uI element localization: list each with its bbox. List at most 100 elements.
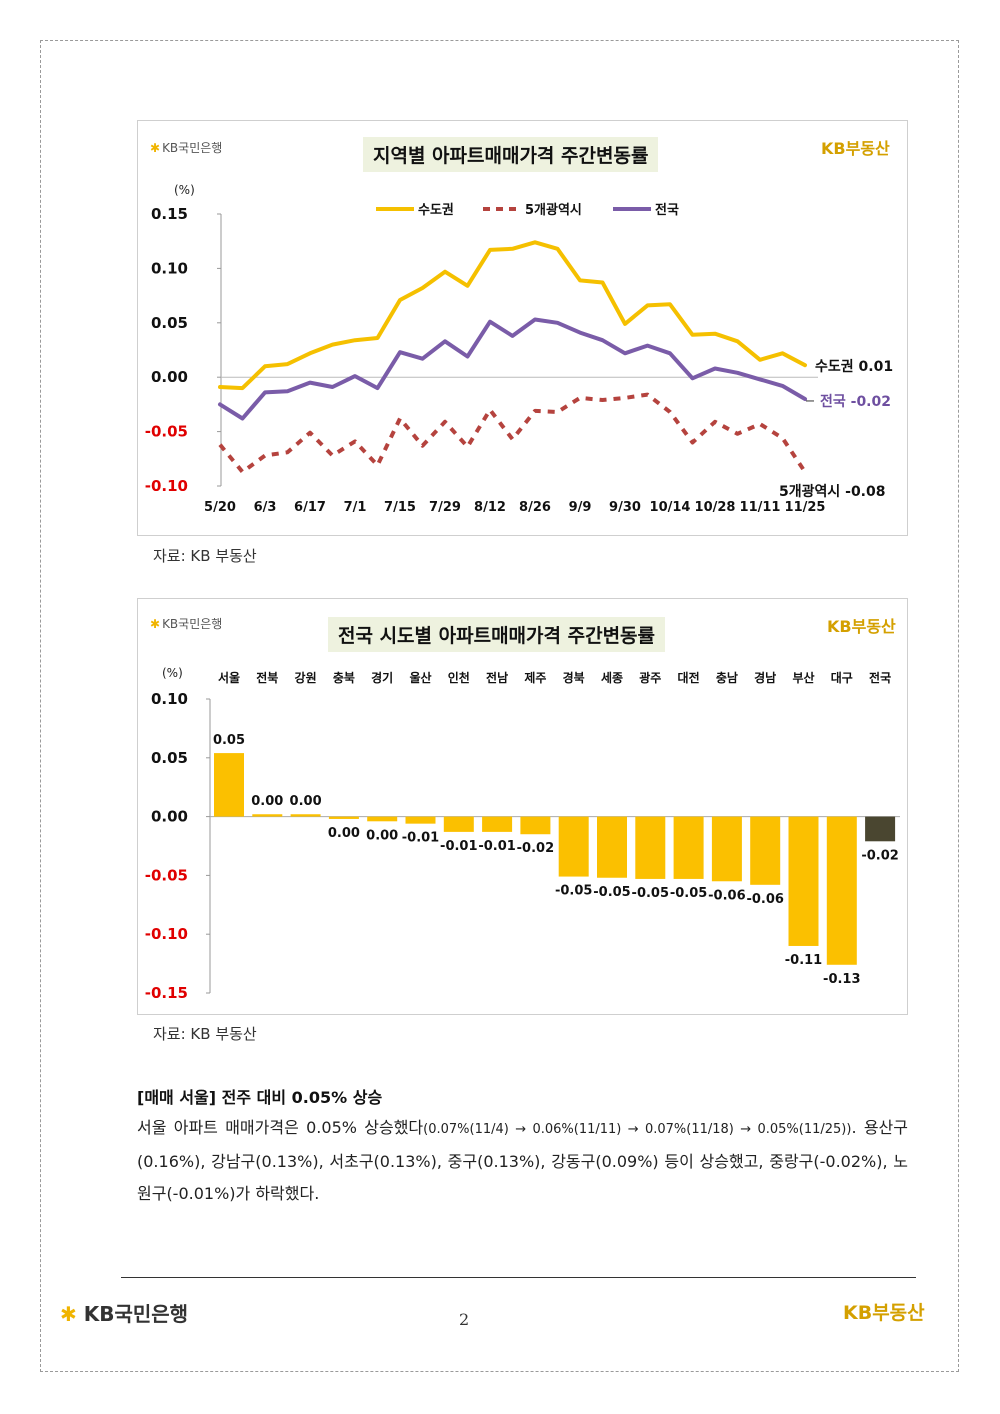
category-label: 부산 <box>792 670 814 685</box>
value-label: -0.02 <box>517 841 554 856</box>
category-label: 강원 <box>295 671 317 685</box>
bar-경북 <box>558 816 589 877</box>
series-line-0 <box>218 240 807 391</box>
bar-경남 <box>750 816 781 885</box>
value-label: -0.05 <box>555 884 592 899</box>
category-label: 경남 <box>754 670 776 685</box>
value-label: -0.05 <box>632 886 669 901</box>
bar-강원 <box>290 814 321 817</box>
x-tick-label: 7/29 <box>429 500 461 515</box>
y-unit-label: (%) <box>162 666 183 680</box>
category-label: 충북 <box>333 670 355 685</box>
kb-realestate-logo: KB부동산 <box>827 617 896 636</box>
kb-star-icon: ✱ <box>150 141 161 155</box>
bar-대전 <box>673 816 704 879</box>
kb-bank-logo: ✱ KB국민은행 <box>150 615 222 632</box>
series-line-1 <box>218 392 807 474</box>
value-label: -0.01 <box>478 839 515 854</box>
page-border <box>40 40 959 1372</box>
bar-chart: (%) -0.15 -0.10 -0.05 0.00 0.05 0.10 서울 0.05 전북 0.… <box>145 666 900 1002</box>
x-tick-label: 10/28 <box>695 500 736 515</box>
bar-경기 <box>367 816 398 822</box>
footer-divider <box>121 1277 916 1278</box>
bar-충북 <box>328 816 359 819</box>
kb-bank-label: KB국민은행 <box>162 617 223 631</box>
kb-bank-logo: ✱ KB국민은행 <box>150 139 222 156</box>
bar-전국 <box>865 816 896 842</box>
bar-세종 <box>597 816 627 878</box>
y-tick-label: 0.00 <box>151 368 188 386</box>
x-tick-label: 8/12 <box>474 500 506 515</box>
value-label: 0.00 <box>366 828 398 843</box>
section-body: 서울 아파트 매매가격은 0.05% 상승했다(0.07%(11/4) → 0.… <box>137 1112 908 1210</box>
value-label: -0.01 <box>402 831 439 846</box>
value-label: -0.01 <box>440 839 477 854</box>
line-chart-panel: ✱ KB국민은행 KB부동산 지역별 아파트매매가격 주간변동률 (%) -0.10… <box>137 120 908 536</box>
bar-전북 <box>252 814 283 817</box>
source-note-2: 자료: KB 부동산 <box>153 1025 257 1043</box>
section-text-1: 서울 아파트 매매가격은 0.05% 상승했다 <box>137 1118 424 1137</box>
category-label: 서울 <box>218 670 240 685</box>
bar-광주 <box>635 816 666 879</box>
x-tick-label: 9/9 <box>569 500 592 515</box>
footer-bank-label: KB국민은행 <box>83 1302 189 1326</box>
category-label: 전남 <box>486 670 508 685</box>
bar-대구 <box>826 816 857 965</box>
section-history: (0.07%(11/4) → 0.06%(11/11) → 0.07%(11/1… <box>423 1122 852 1137</box>
y-tick-label: -0.10 <box>145 925 188 943</box>
category-label: 대전 <box>678 670 700 685</box>
end-label: 수도권 0.01 <box>815 359 893 375</box>
kb-star-icon: ✱ <box>150 617 161 631</box>
legend-label: 수도권 <box>418 203 454 218</box>
category-label: 세종 <box>601 670 623 685</box>
bar-울산 <box>405 816 436 824</box>
x-tick-label: 7/15 <box>384 500 416 515</box>
x-tick-label: 11/11 <box>740 500 781 515</box>
value-label: -0.05 <box>670 886 707 901</box>
category-label: 광주 <box>639 670 661 685</box>
x-tick-label: 11/25 <box>785 500 826 515</box>
category-label: 울산 <box>409 670 431 685</box>
bar-인천 <box>443 816 474 832</box>
value-label: -0.02 <box>861 848 898 863</box>
end-label: 전국 -0.02 <box>820 393 891 410</box>
y-unit-label: (%) <box>174 183 195 197</box>
x-tick-label: 5/20 <box>204 500 236 515</box>
bar-chart-title: 전국 시도별 아파트매매가격 주간변동률 <box>328 617 666 652</box>
category-label: 경북 <box>563 671 585 685</box>
footer-realestate-logo: KB부동산 <box>843 1302 925 1324</box>
line-chart: (%) -0.10 -0.05 0.00 0.05 0.10 0.15 5/20 6/3 6/17… <box>145 183 893 515</box>
y-tick-label: -0.10 <box>145 477 188 495</box>
category-label: 인천 <box>448 670 470 685</box>
y-tick-label: 0.00 <box>151 808 188 826</box>
bar-서울 <box>214 753 244 817</box>
section-heading: [매매 서울] 전주 대비 0.05% 상승 <box>137 1088 383 1107</box>
bar-충남 <box>711 816 742 882</box>
category-label: 대구 <box>831 671 853 685</box>
footer-bank-logo: ✱ KB국민은행 <box>60 1298 188 1327</box>
y-tick-label: 0.05 <box>151 314 188 332</box>
y-tick-label: 0.10 <box>151 690 188 708</box>
value-label: 0.00 <box>328 826 360 841</box>
x-tick-label: 6/17 <box>294 500 326 515</box>
section-text-2: . 용산구(0.16%), 강남구(0.13%), 서초구(0.13%), 중구… <box>137 1118 908 1203</box>
end-label: 5개광역시 -0.08 <box>779 483 886 500</box>
value-label: 0.00 <box>290 794 322 809</box>
line-chart-title: 지역별 아파트매매가격 주간변동률 <box>363 137 659 172</box>
page-number: 2 <box>459 1310 470 1329</box>
category-label: 전국 <box>869 670 891 685</box>
value-label: -0.13 <box>823 972 860 987</box>
value-label: 0.00 <box>251 794 283 809</box>
y-tick-label: 0.05 <box>151 749 188 767</box>
value-label: -0.06 <box>746 892 783 907</box>
legend-label: 전국 <box>655 202 679 218</box>
x-tick-label: 7/1 <box>344 500 367 515</box>
source-note-1: 자료: KB 부동산 <box>153 547 257 565</box>
y-tick-label: -0.15 <box>145 984 188 1002</box>
x-tick-label: 10/14 <box>650 500 691 515</box>
x-tick-label: 6/3 <box>254 500 277 515</box>
series-line-2 <box>218 317 807 421</box>
x-tick-label: 9/30 <box>609 500 641 515</box>
text-section: [매매 서울] 전주 대비 0.05% 상승 서울 아파트 매매가격은 0.05… <box>137 1084 908 1210</box>
kb-realestate-logo: KB부동산 <box>821 139 890 158</box>
